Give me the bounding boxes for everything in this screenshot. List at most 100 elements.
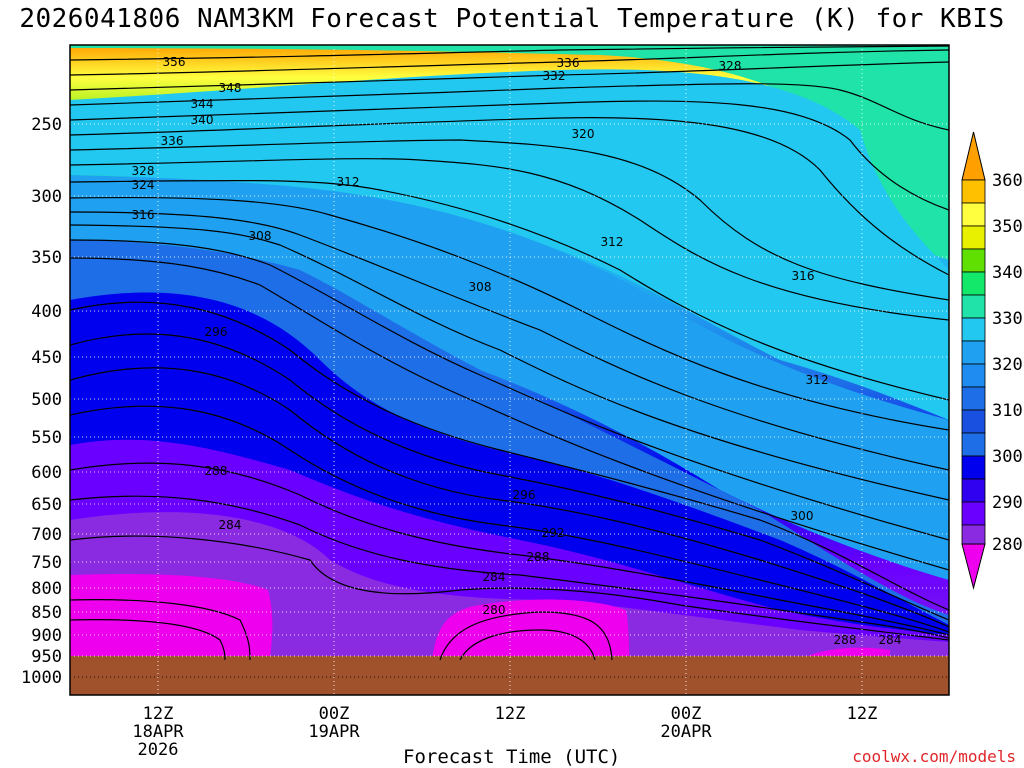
colorbar-seg [961,271,986,296]
contour-label: 328 [132,164,155,178]
contour-label: 348 [219,81,242,95]
band-270 [70,512,949,660]
x-tick-label: 00Z [671,704,702,724]
grid-lines [70,45,949,695]
contour-line [70,462,949,636]
contour-line [70,333,949,621]
contour-line [70,224,949,501]
x-tick-label: 12Z [847,704,878,724]
colorbar-label: 330 [992,309,1023,329]
y-tick-label: 900 [31,626,62,646]
contour-lines [70,45,949,661]
contour-line [70,49,949,76]
contour-label: 312 [337,175,360,189]
contour-label: 296 [513,488,536,502]
colorbar-label: 310 [992,401,1023,421]
colorbar-seg [961,501,986,526]
contour-line [70,45,949,61]
contour-label: 344 [191,97,214,111]
contour-line [70,179,949,401]
x-tick-label: 00Z [319,704,350,724]
y-tick-label: 700 [31,525,62,545]
colorbar-seg [961,432,986,457]
colorbar-seg [961,225,986,250]
x-axis-title: Forecast Time (UTC) [403,746,621,768]
contour-label: 284 [483,570,506,584]
contour-label: 356 [163,55,186,69]
colorbar-seg [961,340,986,365]
contour-label: 296 [205,325,228,339]
contour-label: 292 [542,526,565,540]
contour-label: 288 [205,464,228,478]
colorbar-seg [961,455,986,480]
colorbar-label: 350 [992,217,1023,237]
pocket-left-lt280 [70,573,273,660]
y-tick-label: 250 [31,115,62,135]
contour-label: 324 [132,178,155,192]
y-axis: 250 300 350 400 450 500 550 600 650 700 … [21,115,62,688]
y-tick-label: 800 [31,579,62,599]
x-tick-sublabel: 2026 [138,740,179,760]
x-tick-label: 12Z [143,704,174,724]
contour-line [70,211,949,471]
contour-line [70,139,949,301]
contour-label: 316 [792,269,815,283]
colorbar-seg [961,317,986,342]
contour-line [70,257,949,571]
contour-line [70,196,949,431]
contour-line [70,367,949,628]
contour-label: 308 [469,280,492,294]
colorbar-label: 320 [992,355,1023,375]
x-tick-sublabel: 19APR [308,722,360,742]
y-tick-label: 600 [31,463,62,483]
contour-label: 288 [834,633,857,647]
contour-line [70,239,949,541]
colorbar-seg [961,294,986,319]
contour-label: 308 [249,229,272,243]
site-credit[interactable]: coolwx.com/models [852,747,1016,766]
x-axis: 12Z 18APR 2026 00Z 19APR 12Z 00Z 20APR 1… [132,704,877,760]
y-tick-label: 550 [31,428,62,448]
contour-line [70,619,226,661]
colorbar: 360 350 340 330 320 310 300 290 280 [961,131,1023,590]
x-tick-sublabel: 20APR [660,722,712,742]
contour-label: 336 [557,56,580,70]
colorbar-label: 340 [992,263,1023,283]
colorbar-arrow-bottom [961,543,986,590]
colorbar-label: 360 [992,171,1023,191]
contour-label: 340 [191,113,214,127]
colorbar-label: 280 [992,535,1023,555]
contour-label: 288 [527,550,550,564]
colorbar-seg [961,248,986,273]
y-tick-label: 1000 [21,668,62,688]
contour-line [70,61,949,91]
band-330 [70,45,949,260]
y-tick-label: 300 [31,187,62,207]
contour-line [459,629,596,661]
contour-line [70,405,949,633]
contour-line [439,611,613,661]
contour-line [70,535,949,641]
contour-line [70,117,949,276]
contour-line [70,301,949,611]
chart-title: 2026041806 NAM3KM Forecast Potential Tem… [19,4,1005,34]
contour-label: 320 [572,127,595,141]
y-tick-label: 750 [31,553,62,573]
colorbar-seg [961,386,986,411]
colorbar-seg [961,524,986,545]
contour-label: 312 [601,235,624,249]
contour-label: 280 [483,603,506,617]
y-tick-label: 500 [31,390,62,410]
contour-label: 312 [806,373,829,387]
y-tick-label: 950 [31,647,62,667]
contour-line [70,495,949,639]
contour-label: 284 [219,518,242,532]
y-tick-label: 850 [31,603,62,623]
colorbar-seg [961,202,986,227]
contour-line [70,100,949,211]
colorbar-arrow-top [961,131,986,181]
contour-label: 300 [791,509,814,523]
plot-frame [69,44,950,696]
x-tick-label: 12Z [495,704,526,724]
